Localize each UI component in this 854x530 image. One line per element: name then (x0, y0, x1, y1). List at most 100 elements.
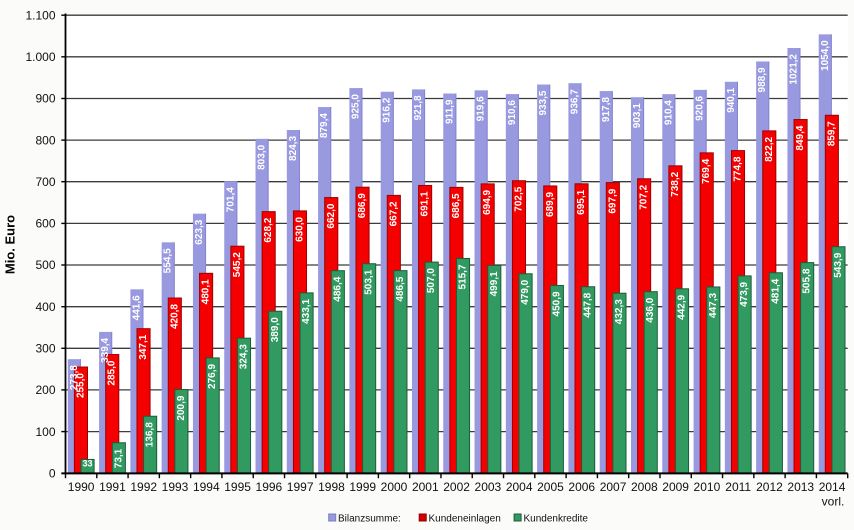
svg-text:479,0: 479,0 (520, 279, 531, 304)
svg-text:Mio. Euro: Mio. Euro (3, 215, 18, 274)
svg-text:701,4: 701,4 (225, 187, 236, 212)
svg-text:689,9: 689,9 (545, 192, 556, 217)
svg-text:1997: 1997 (287, 480, 314, 494)
svg-text:1994: 1994 (193, 480, 220, 494)
svg-text:285,0: 285,0 (107, 360, 118, 385)
svg-text:800: 800 (35, 133, 55, 147)
svg-text:447,3: 447,3 (708, 293, 719, 318)
svg-text:769,4: 769,4 (701, 158, 712, 183)
svg-text:1054,0: 1054,0 (820, 40, 831, 71)
svg-text:1990: 1990 (68, 480, 95, 494)
svg-text:774,8: 774,8 (733, 156, 744, 181)
svg-text:738,2: 738,2 (670, 171, 681, 196)
svg-text:420,8: 420,8 (169, 304, 180, 329)
svg-text:2011: 2011 (725, 480, 751, 494)
svg-text:Kundeneinlagen: Kundeneinlagen (429, 514, 501, 525)
svg-text:100: 100 (35, 425, 55, 439)
svg-text:136,8: 136,8 (145, 422, 156, 447)
svg-text:920,6: 920,6 (695, 95, 706, 120)
svg-text:432,3: 432,3 (614, 299, 625, 324)
svg-text:276,9: 276,9 (207, 363, 218, 388)
svg-text:707,2: 707,2 (639, 184, 650, 209)
svg-text:500: 500 (35, 258, 55, 272)
svg-text:623,3: 623,3 (194, 219, 205, 244)
svg-text:473,9: 473,9 (739, 281, 750, 306)
svg-text:481,4: 481,4 (770, 278, 781, 303)
svg-text:507,0: 507,0 (426, 268, 437, 293)
svg-text:2002: 2002 (443, 480, 470, 494)
svg-text:2012: 2012 (756, 480, 783, 494)
svg-text:1991: 1991 (99, 480, 126, 494)
svg-text:433,1: 433,1 (301, 298, 312, 323)
svg-text:324,3: 324,3 (238, 344, 249, 369)
svg-text:2013: 2013 (787, 480, 814, 494)
svg-text:910,4: 910,4 (663, 100, 674, 125)
svg-text:916,2: 916,2 (382, 97, 393, 122)
svg-text:600: 600 (35, 217, 55, 231)
svg-text:691,1: 691,1 (420, 191, 431, 216)
svg-text:1021,2: 1021,2 (788, 54, 799, 85)
svg-text:2004: 2004 (506, 480, 533, 494)
svg-text:1.100: 1.100 (25, 8, 55, 22)
svg-text:2001: 2001 (412, 480, 439, 494)
svg-text:499,1: 499,1 (489, 271, 500, 296)
svg-text:2014: 2014 (819, 480, 846, 494)
svg-text:442,9: 442,9 (677, 294, 688, 319)
svg-text:2005: 2005 (537, 480, 564, 494)
svg-text:628,2: 628,2 (263, 217, 274, 242)
svg-text:554,5: 554,5 (163, 248, 174, 273)
svg-text:2008: 2008 (631, 480, 658, 494)
svg-text:2000: 2000 (381, 480, 408, 494)
svg-text:1992: 1992 (130, 480, 157, 494)
svg-text:910,6: 910,6 (507, 100, 518, 125)
svg-text:Kundenkredite: Kundenkredite (524, 514, 589, 525)
svg-text:347,1: 347,1 (138, 334, 149, 359)
svg-text:940,1: 940,1 (726, 87, 737, 112)
svg-text:2007: 2007 (600, 480, 627, 494)
svg-text:2003: 2003 (475, 480, 502, 494)
svg-text:925,0: 925,0 (350, 94, 361, 119)
svg-text:1.000: 1.000 (25, 50, 55, 64)
svg-text:436,0: 436,0 (645, 297, 656, 322)
svg-text:Bilanzsumme:: Bilanzsumme: (338, 514, 401, 525)
svg-text:200,9: 200,9 (176, 395, 187, 420)
svg-text:903,1: 903,1 (632, 103, 643, 128)
svg-text:824,3: 824,3 (288, 136, 299, 161)
svg-text:667,2: 667,2 (388, 201, 399, 226)
svg-text:700: 700 (35, 175, 55, 189)
svg-text:505,8: 505,8 (802, 268, 813, 293)
svg-text:73,1: 73,1 (113, 448, 124, 468)
svg-text:849,4: 849,4 (795, 125, 806, 150)
svg-text:486,5: 486,5 (395, 276, 406, 301)
svg-text:2010: 2010 (694, 480, 721, 494)
svg-text:1995: 1995 (224, 480, 251, 494)
svg-text:255,0: 255,0 (75, 373, 86, 398)
svg-text:441,6: 441,6 (131, 295, 142, 320)
svg-text:859,7: 859,7 (826, 121, 837, 146)
svg-text:686,5: 686,5 (451, 193, 462, 218)
svg-text:694,9: 694,9 (482, 189, 493, 214)
svg-text:822,2: 822,2 (764, 136, 775, 161)
svg-text:33: 33 (83, 459, 93, 469)
svg-text:933,5: 933,5 (538, 90, 549, 115)
svg-text:447,8: 447,8 (583, 292, 594, 317)
svg-text:545,2: 545,2 (232, 252, 243, 277)
svg-text:273,8: 273,8 (69, 365, 80, 390)
svg-text:879,4: 879,4 (319, 113, 330, 138)
svg-text:919,6: 919,6 (476, 96, 487, 121)
svg-text:vorl.: vorl. (822, 494, 845, 508)
svg-text:1999: 1999 (349, 480, 376, 494)
svg-text:900: 900 (35, 92, 55, 106)
svg-text:543,9: 543,9 (833, 252, 844, 277)
svg-text:686,9: 686,9 (357, 193, 368, 218)
svg-text:803,0: 803,0 (257, 144, 268, 169)
svg-text:697,9: 697,9 (607, 188, 618, 213)
svg-text:480,1: 480,1 (201, 279, 212, 304)
svg-text:300: 300 (35, 342, 55, 356)
svg-text:515,7: 515,7 (458, 264, 469, 289)
svg-text:1993: 1993 (162, 480, 189, 494)
svg-text:2009: 2009 (662, 480, 689, 494)
svg-text:1998: 1998 (318, 480, 345, 494)
svg-text:936,7: 936,7 (569, 89, 580, 114)
svg-text:921,8: 921,8 (413, 95, 424, 120)
